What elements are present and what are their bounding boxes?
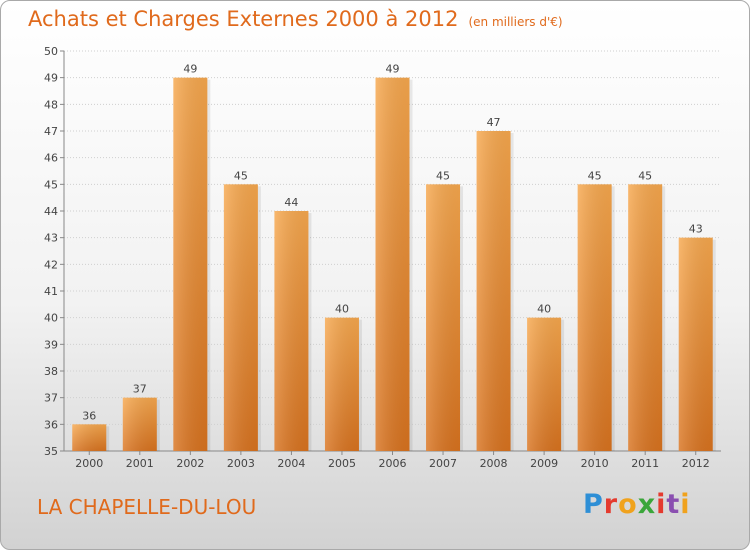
value-label: 43 (689, 223, 703, 236)
bar-highlight (324, 317, 359, 451)
y-tick-label: 40 (44, 312, 58, 325)
value-label: 45 (234, 169, 248, 182)
logo-letter: i (656, 489, 667, 520)
value-label: 44 (284, 196, 298, 209)
unit-text: (en milliers d'€) (468, 15, 563, 29)
value-label: 36 (82, 409, 96, 422)
y-tick-label: 50 (44, 45, 58, 58)
bar-highlight (274, 211, 309, 451)
y-tick-label: 47 (44, 125, 58, 138)
bar-highlight (577, 184, 612, 452)
value-label: 45 (588, 169, 602, 182)
x-tick-label: 2008 (480, 457, 508, 470)
x-tick-label: 2006 (379, 457, 407, 470)
bar-highlight (527, 317, 562, 451)
value-label: 49 (386, 63, 400, 76)
y-tick-label: 48 (44, 98, 58, 111)
y-tick-label: 38 (44, 365, 58, 378)
x-tick-label: 2012 (682, 457, 710, 470)
x-tick-label: 2002 (176, 457, 204, 470)
x-tick-label: 2005 (328, 457, 356, 470)
value-label: 47 (487, 116, 501, 129)
y-tick-label: 41 (44, 285, 58, 298)
y-tick-label: 46 (44, 152, 58, 165)
logo-letter: P (583, 489, 604, 520)
logo-letter: o (618, 489, 638, 520)
value-label: 45 (638, 169, 652, 182)
y-tick-label: 45 (44, 178, 58, 191)
title-text: Achats et Charges Externes 2000 à 2012 (28, 7, 459, 31)
x-tick-label: 2009 (530, 457, 558, 470)
x-tick-label: 2001 (126, 457, 154, 470)
bar-highlight (223, 184, 258, 452)
logo-letter: x (637, 489, 657, 520)
value-label: 37 (133, 383, 147, 396)
bar-highlight (426, 184, 461, 452)
value-label: 40 (537, 303, 551, 316)
logo-letter: t (666, 489, 681, 520)
location-label: LA CHAPELLE-DU-LOU (37, 495, 257, 519)
y-tick-label: 35 (44, 445, 58, 458)
bar-highlight (628, 184, 663, 452)
value-label: 45 (436, 169, 450, 182)
x-tick-label: 2000 (75, 457, 103, 470)
y-tick-label: 44 (44, 205, 58, 218)
bar-highlight (375, 77, 410, 452)
y-tick-label: 39 (44, 338, 58, 351)
bar-highlight (72, 424, 107, 451)
y-tick-label: 37 (44, 392, 58, 405)
bar-highlight (173, 77, 208, 452)
y-tick-label: 49 (44, 72, 58, 85)
x-tick-label: 2007 (429, 457, 457, 470)
y-tick-label: 42 (44, 258, 58, 271)
value-label: 40 (335, 303, 349, 316)
bar-highlight (122, 397, 157, 451)
x-tick-label: 2003 (227, 457, 255, 470)
bar-highlight (476, 131, 511, 451)
logo-letter: i (680, 489, 691, 520)
y-tick-label: 43 (44, 232, 58, 245)
x-tick-label: 2004 (277, 457, 305, 470)
bar-highlight (678, 237, 713, 451)
chart-title: Achats et Charges Externes 2000 à 2012 (e… (28, 7, 563, 31)
x-tick-label: 2010 (581, 457, 609, 470)
proxiti-logo: Proxiti (583, 489, 691, 520)
x-tick-label: 2011 (631, 457, 659, 470)
value-label: 49 (183, 63, 197, 76)
logo-letter: r (603, 489, 619, 520)
y-tick-label: 36 (44, 418, 58, 431)
